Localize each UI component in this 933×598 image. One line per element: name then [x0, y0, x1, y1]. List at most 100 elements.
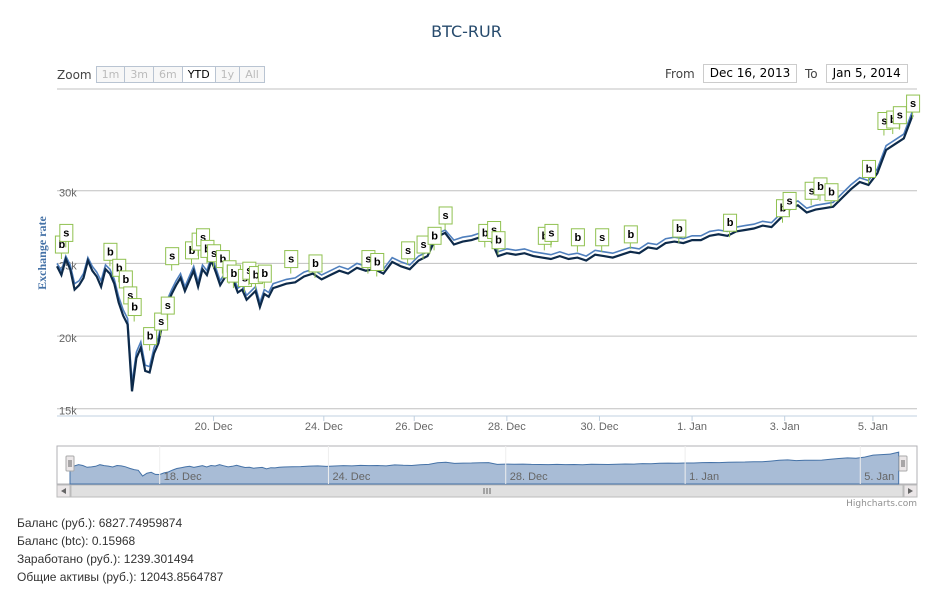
highcharts-credits[interactable]: Highcharts.com — [846, 499, 917, 509]
flag-box — [438, 206, 453, 225]
trade-flag-buy[interactable]: b — [127, 298, 142, 322]
trade-flag-sell[interactable]: s — [59, 223, 74, 248]
trade-flag-buy[interactable]: b — [118, 270, 133, 294]
flag-box — [143, 327, 158, 346]
trade-flag-buy[interactable]: b — [103, 242, 118, 267]
flag-label: b — [676, 223, 683, 235]
flag-label: s — [897, 110, 903, 122]
navigator[interactable]: 18. Dec 24. Dec 28. Dec 1. Jan 5. Jan — [56, 445, 918, 485]
account-stats: Баланс (руб.): 6827.74959874 Баланс (btc… — [17, 514, 223, 586]
range-to-input[interactable]: Jan 5, 2014 — [825, 64, 908, 83]
flag-box — [59, 223, 74, 242]
flag-box — [165, 247, 180, 266]
navigator-tick-label: 28. Dec — [510, 471, 548, 483]
flag-label: s — [405, 245, 411, 257]
flag-label: b — [495, 235, 502, 247]
navigator-handle-right[interactable] — [898, 455, 908, 472]
flag-box — [491, 231, 506, 250]
flag-box — [308, 254, 323, 273]
trade-flag-sell[interactable]: s — [782, 191, 797, 216]
flag-box — [570, 228, 585, 247]
flag-label: b — [575, 232, 582, 244]
flag-label: b — [482, 227, 489, 239]
y-tick-label: 30k — [59, 188, 77, 200]
trade-flag-buy[interactable]: b — [427, 226, 442, 251]
y-axis-title: Exchange rate — [35, 216, 49, 290]
flag-label: b — [866, 163, 873, 175]
trade-flag-sell[interactable]: s — [284, 250, 299, 274]
x-tick-label: 3. Jan — [770, 421, 800, 433]
flag-box — [103, 242, 118, 261]
flag-label: s — [787, 195, 793, 207]
trade-flag-sell[interactable]: s — [892, 106, 907, 130]
total-assets: Общие активы (руб.): 12043.8564787 — [17, 570, 224, 584]
flag-label: b — [231, 268, 238, 280]
scrollbar[interactable] — [56, 484, 918, 498]
flag-box — [427, 226, 442, 245]
trade-flag-buy[interactable]: b — [672, 219, 687, 244]
trade-flag-buy[interactable]: b — [723, 213, 738, 238]
trade-flag-sell[interactable]: s — [544, 223, 559, 248]
flag-box — [906, 94, 921, 113]
trade-flag-buy[interactable]: b — [257, 264, 272, 289]
trade-flag-sell[interactable]: s — [595, 228, 610, 252]
flag-box — [723, 213, 738, 232]
trade-flag-buy[interactable]: b — [491, 231, 506, 255]
flag-label: b — [59, 239, 66, 251]
navigator-tick-label: 18. Dec — [164, 471, 202, 483]
range-from-input[interactable]: Dec 16, 2013 — [702, 64, 798, 83]
flag-box — [824, 183, 839, 202]
trade-flag-sell[interactable]: s — [438, 206, 453, 230]
flag-label: s — [288, 254, 294, 266]
flag-label: s — [365, 254, 371, 266]
trade-flag-buy[interactable]: b — [570, 228, 585, 252]
balance-rub: Баланс (руб.): 6827.74959874 — [17, 516, 183, 530]
trade-flag-buy[interactable]: b — [861, 159, 876, 184]
flag-label: s — [599, 232, 605, 244]
grid-lines — [57, 88, 917, 410]
range-from: From Dec 16, 2013 — [665, 64, 798, 83]
flag-label: b — [122, 274, 129, 286]
flag-box — [544, 223, 559, 242]
navigator-area — [69, 451, 900, 485]
trade-flag-sell[interactable]: s — [401, 241, 416, 265]
flag-box — [672, 219, 687, 238]
flag-label: b — [189, 245, 196, 257]
trade-flag-buy[interactable]: b — [143, 327, 158, 351]
y-tick-label: 15k — [59, 406, 77, 418]
flag-label: s — [491, 225, 497, 237]
flag-label: s — [158, 316, 164, 328]
trade-flag-buy[interactable]: b — [370, 252, 385, 277]
navigator-handle-left[interactable] — [65, 455, 75, 472]
zoom-selector: Zoom 1m 3m 6m YTD 1y All — [57, 66, 265, 83]
zoom-ytd-button[interactable]: YTD — [181, 66, 216, 83]
trade-flag-sell[interactable]: s — [906, 94, 921, 119]
trade-flag-buy[interactable]: b — [824, 183, 839, 207]
flag-label: s — [420, 239, 426, 251]
flag-label: s — [169, 251, 175, 263]
arrow-left-icon — [61, 488, 66, 494]
flag-label: s — [881, 116, 887, 128]
flag-box — [257, 264, 272, 283]
trade-flag-sell[interactable]: s — [165, 247, 180, 271]
x-tick-label: 5. Jan — [858, 421, 888, 433]
x-tick-label: 26. Dec — [395, 421, 433, 433]
flag-label: s — [127, 290, 133, 302]
flag-label: b — [431, 230, 438, 242]
x-tick-label: 24. Dec — [305, 421, 343, 433]
balance-btc: Баланс (btc): 0.15968 — [17, 534, 136, 548]
trade-flag-buy[interactable]: b — [813, 177, 828, 201]
flag-label: b — [116, 262, 123, 274]
trade-flag-buy[interactable]: b — [623, 225, 638, 249]
zoom-all-button[interactable]: All — [239, 66, 265, 83]
flag-box — [782, 191, 797, 210]
flag-label: s — [63, 227, 69, 239]
flag-label: s — [211, 248, 217, 260]
flag-label: s — [548, 227, 554, 239]
trade-flag-sell[interactable]: s — [160, 296, 175, 321]
flag-label: s — [200, 232, 206, 244]
flag-box — [284, 250, 299, 269]
trade-flag-buy[interactable]: b — [308, 254, 323, 278]
arrow-right-icon — [908, 488, 913, 494]
